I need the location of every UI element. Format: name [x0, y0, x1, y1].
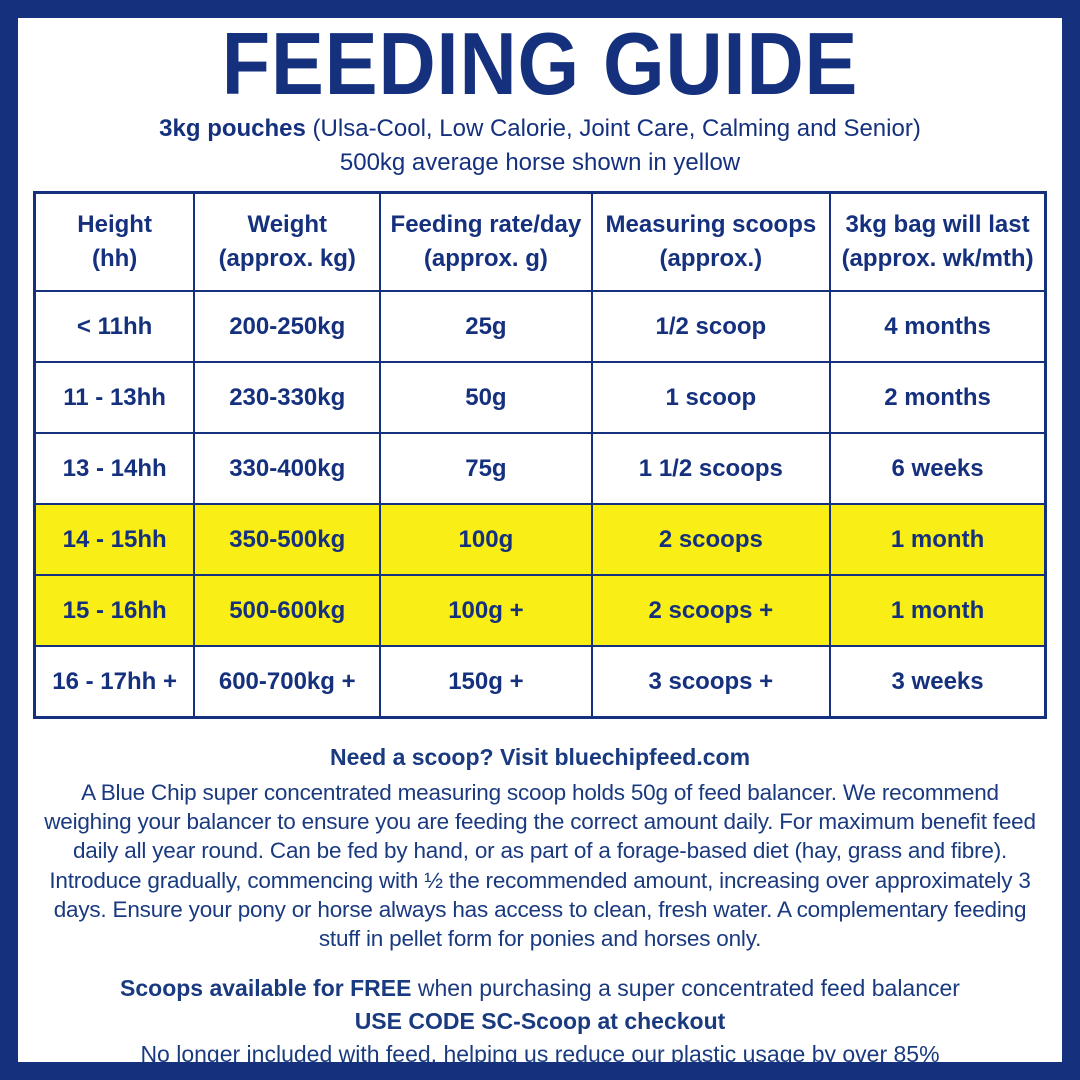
need-scoop-heading: Need a scoop? Visit bluechipfeed.com — [329, 743, 751, 770]
subtitle-yellow-note: 500kg average horse shown in yellow — [339, 149, 741, 177]
cell-height: 16 - 17hh + — [33, 645, 196, 719]
table-row-highlighted: 14 - 15hh 350-500kg 100g 2 scoops 1 mont… — [33, 503, 1047, 577]
cell-weight: 200-250kg — [193, 290, 382, 364]
cell-height: 15 - 16hh — [33, 574, 196, 648]
feeding-table-header: Height (hh) Weight (approx. kg) Feeding … — [33, 191, 1047, 293]
table-row: 16 - 17hh + 600-700kg + 150g + 3 scoops … — [33, 645, 1047, 719]
cell-bag-duration: 6 weeks — [829, 432, 1047, 506]
cell-scoops: 1 scoop — [590, 361, 832, 435]
cell-scoops: 2 scoops + — [590, 574, 832, 648]
free-scoops-bold: Scoops available for FREE — [120, 975, 412, 1002]
col-header-feeding-rate: Feeding rate/day (approx. g) — [379, 191, 593, 293]
cell-feeding-rate: 100g — [379, 503, 593, 577]
free-scoops-line: Scoops available for FREE when purchasin… — [18, 975, 1062, 1002]
col-header-height: Height (hh) — [33, 191, 196, 293]
feeding-instructions-paragraph: A Blue Chip super concentrated measuring… — [44, 779, 1036, 952]
cell-weight: 350-500kg — [193, 503, 382, 577]
cell-weight: 330-400kg — [193, 432, 382, 506]
page-title: FEEDING GUIDE — [221, 14, 859, 113]
col-header-measuring-scoops: Measuring scoops (approx.) — [590, 191, 832, 293]
subtitle-pouches: 3kg pouches (Ulsa-Cool, Low Calorie, Joi… — [18, 115, 1062, 143]
table-row: < 11hh 200-250kg 25g 1/2 scoop 4 months — [33, 290, 1047, 364]
cell-scoops: 2 scoops — [590, 503, 832, 577]
subtitle-pouches-varieties: (Ulsa-Cool, Low Calorie, Joint Care, Cal… — [305, 114, 921, 142]
cell-bag-duration: 2 months — [829, 361, 1047, 435]
cell-feeding-rate: 150g + — [379, 645, 593, 719]
header-row: Height (hh) Weight (approx. kg) Feeding … — [33, 191, 1047, 293]
feeding-table-body: < 11hh 200-250kg 25g 1/2 scoop 4 months … — [33, 290, 1047, 719]
cell-feeding-rate: 100g + — [379, 574, 593, 648]
cell-weight: 600-700kg + — [193, 645, 382, 719]
col-header-bag-duration: 3kg bag will last (approx. wk/mth) — [829, 191, 1047, 293]
cell-feeding-rate: 75g — [379, 432, 593, 506]
table-row-highlighted: 15 - 16hh 500-600kg 100g + 2 scoops + 1 … — [33, 574, 1047, 648]
checkout-code-line: USE CODE SC-Scoop at checkout — [354, 1008, 726, 1035]
cell-bag-duration: 4 months — [829, 290, 1047, 364]
cell-bag-duration: 1 month — [829, 574, 1047, 648]
cell-height: 14 - 15hh — [33, 503, 196, 577]
plastic-usage-note: No longer included with feed, helping us… — [140, 1041, 940, 1068]
cell-feeding-rate: 25g — [379, 290, 593, 364]
cell-height: 11 - 13hh — [33, 361, 196, 435]
cell-scoops: 1 1/2 scoops — [590, 432, 832, 506]
table-row: 13 - 14hh 330-400kg 75g 1 1/2 scoops 6 w… — [33, 432, 1047, 506]
cell-height: < 11hh — [33, 290, 196, 364]
cell-height: 13 - 14hh — [33, 432, 196, 506]
cell-bag-duration: 3 weeks — [829, 645, 1047, 719]
cell-bag-duration: 1 month — [829, 503, 1047, 577]
cell-weight: 500-600kg — [193, 574, 382, 648]
table-row: 11 - 13hh 230-330kg 50g 1 scoop 2 months — [33, 361, 1047, 435]
free-scoops-rest: when purchasing a super concentrated fee… — [411, 975, 960, 1002]
cell-weight: 230-330kg — [193, 361, 382, 435]
cell-scoops: 3 scoops + — [590, 645, 832, 719]
feeding-table: Height (hh) Weight (approx. kg) Feeding … — [33, 190, 1047, 719]
subtitle-pouches-bold: 3kg pouches — [159, 114, 306, 142]
cell-scoops: 1/2 scoop — [590, 290, 832, 364]
col-header-weight: Weight (approx. kg) — [193, 191, 382, 293]
cell-feeding-rate: 50g — [379, 361, 593, 435]
